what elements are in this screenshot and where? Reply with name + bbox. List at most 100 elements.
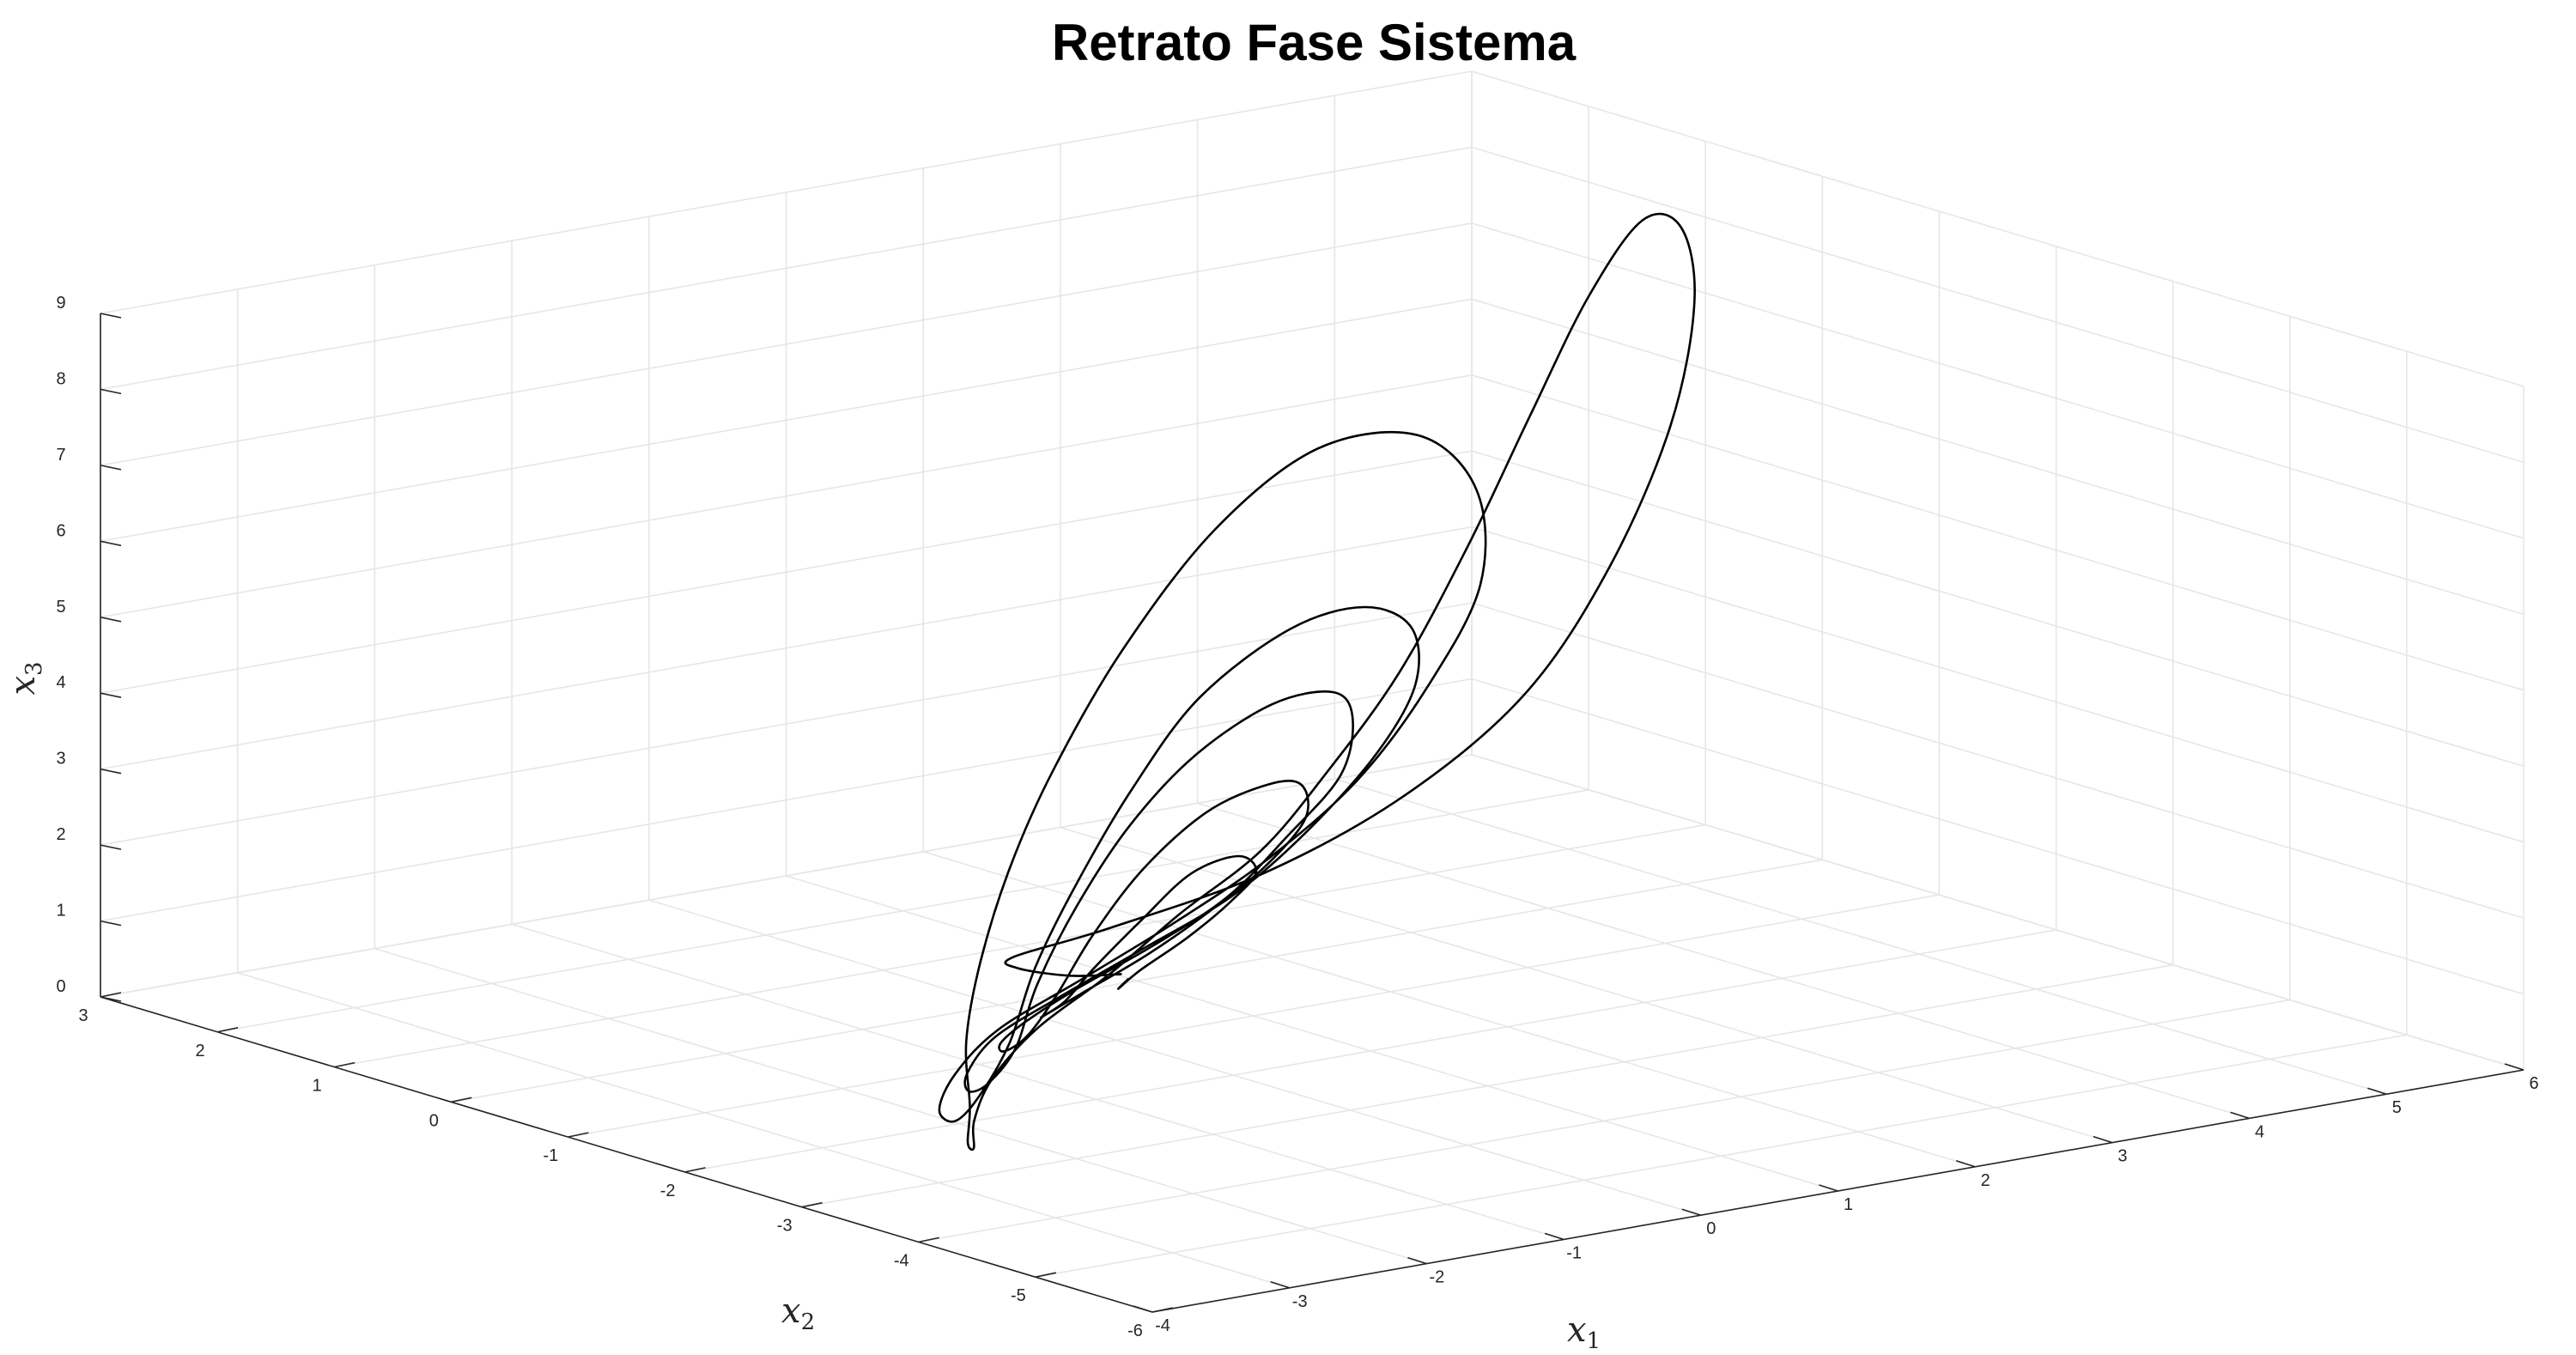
x1-tick-mark--1 [1544,1232,1564,1241]
x3-tick-label-3: 3 [56,750,65,769]
x2-axis-label-base: x [781,1291,801,1331]
x2-tick-mark-3 [100,992,122,998]
x1-tick-mark-4 [2230,1111,2250,1120]
x3-tick-label-6: 6 [56,521,65,540]
tick-label-layer: -4-3-2-10123456-6-5-4-3-2-10123012345678… [56,294,2538,1340]
floor-grid-x1-5 [1334,778,2387,1095]
trajectory-series-0 [938,212,1696,1151]
x1-tick-label-4: 4 [2255,1122,2264,1141]
floor-grid-x2--2 [684,929,2057,1173]
x3-tick-mark-2 [100,844,122,850]
x1-tick-label--2: -2 [1430,1268,1445,1287]
chart-title: Retrato Fase Sistema [1052,14,1577,71]
x1-tick-label-0: 0 [1706,1219,1716,1238]
x3-tick-mark-1 [100,920,122,927]
floor-grid-x1-1 [786,875,1838,1192]
x2-tick-mark--6 [1151,1307,1174,1313]
trace-layer [938,212,1696,1151]
x3-axis-label: x3 [3,661,47,695]
x1-tick-label-3: 3 [2117,1147,2127,1166]
x3-axis-label-base: x [3,676,43,696]
x1-tick-mark-5 [2367,1087,2387,1095]
floor-grid-x1--2 [374,947,1427,1265]
floor-grid-x2--3 [801,963,2173,1208]
x2-tick-mark-2 [216,1027,239,1033]
x2-tick-label--5: -5 [1011,1286,1026,1305]
x3-axis-label-sub: 3 [21,661,47,676]
x3-tick-mark-6 [100,540,122,547]
back-wall-grid-x3-3 [100,526,1473,770]
x1-tick-mark-3 [2093,1135,2113,1144]
x3-tick-label-8: 8 [56,369,65,388]
x1-tick-label-5: 5 [2392,1098,2402,1117]
x1-tick-mark-0 [1681,1208,1702,1216]
x3-tick-label-7: 7 [56,446,65,465]
side-wall-grid-x3-3 [1471,526,2524,843]
x2-tick-mark--1 [568,1132,589,1138]
x1-tick-mark--3 [1270,1281,1290,1289]
back-wall-grid-x3-7 [100,222,1473,466]
x1-axis-label: x1 [1567,1310,1601,1351]
x3-tick-label-2: 2 [56,825,65,844]
x3-tick-mark-9 [100,313,122,319]
x1-tick-label-1: 1 [1844,1195,1853,1214]
side-wall-grid-x3-9 [1471,70,2524,387]
x2-tick-mark--2 [684,1167,706,1173]
x1-tick-label-2: 2 [1981,1171,1990,1190]
x2-tick-label--3: -3 [777,1217,793,1236]
x1-axis-label-base: x [1567,1310,1587,1350]
side-wall-grid-x3-7 [1471,222,2524,539]
x2-tick-mark--4 [918,1237,939,1243]
x3-tick-mark-3 [100,768,122,775]
x2-tick-label--2: -2 [660,1182,676,1200]
x2-tick-mark-1 [334,1061,355,1068]
x3-tick-label-5: 5 [56,598,65,617]
back-wall-grid-x3-9 [100,70,1473,314]
x3-tick-label-1: 1 [56,902,65,921]
x3-tick-mark-8 [100,388,122,395]
x3-tick-label-9: 9 [56,294,65,313]
back-wall-grid-x3-6 [100,298,1473,543]
x1-tick-label--3: -3 [1292,1292,1308,1311]
x2-tick-label-2: 2 [196,1042,205,1060]
back-wall-grid-x3-0 [100,754,1473,998]
x1-axis-label-sub: 1 [1587,1328,1601,1351]
back-wall-grid-x3-8 [100,146,1473,391]
x1-tick-mark--4 [1133,1305,1153,1313]
x2-tick-label--4: -4 [894,1251,909,1270]
side-wall-grid-x3-0 [1471,754,2524,1071]
x1-tick-mark-2 [1955,1160,1976,1168]
floor-grid-x2--5 [1035,1034,2408,1278]
x1-tick-mark-6 [2504,1063,2524,1071]
back-wall-grid-x3-5 [100,374,1473,618]
x2-axis-label: x2 [781,1291,815,1335]
x2-tick-mark--3 [801,1201,823,1208]
floor-grid-x2-0 [451,859,1823,1103]
x1-tick-label-6: 6 [2529,1074,2538,1093]
x3-tick-mark-7 [100,465,122,471]
axis-layer [100,313,2524,1313]
floor-grid-x2-2 [216,789,1589,1033]
x3-tick-mark-5 [100,617,122,623]
back-wall-grid-x3-2 [100,602,1473,846]
x3-tick-label-0: 0 [56,977,65,996]
x1-tick-mark-1 [1819,1184,1838,1192]
floor-grid-x1-3 [1060,826,2113,1144]
x2-axis-line [100,996,1153,1313]
floor-grid-x2-1 [334,823,1706,1068]
floor-grid-x1--1 [511,923,1564,1241]
x2-axis-label-sub: 2 [801,1309,816,1335]
x3-tick-mark-0 [100,996,122,1002]
x3-tick-mark-4 [100,692,122,698]
floor-grid-x1--3 [237,972,1290,1289]
side-wall-grid-x3-8 [1471,146,2524,464]
x2-tick-label-1: 1 [313,1077,322,1096]
x2-tick-label--1: -1 [544,1146,559,1165]
side-wall-grid-x3-4 [1471,450,2524,767]
x2-tick-label-3: 3 [78,1006,88,1025]
floor-grid-x2--1 [568,894,1940,1138]
floor-grid-x2--4 [918,999,2290,1243]
side-wall-grid-x3-1 [1471,678,2524,995]
x2-tick-label-0: 0 [429,1111,439,1130]
